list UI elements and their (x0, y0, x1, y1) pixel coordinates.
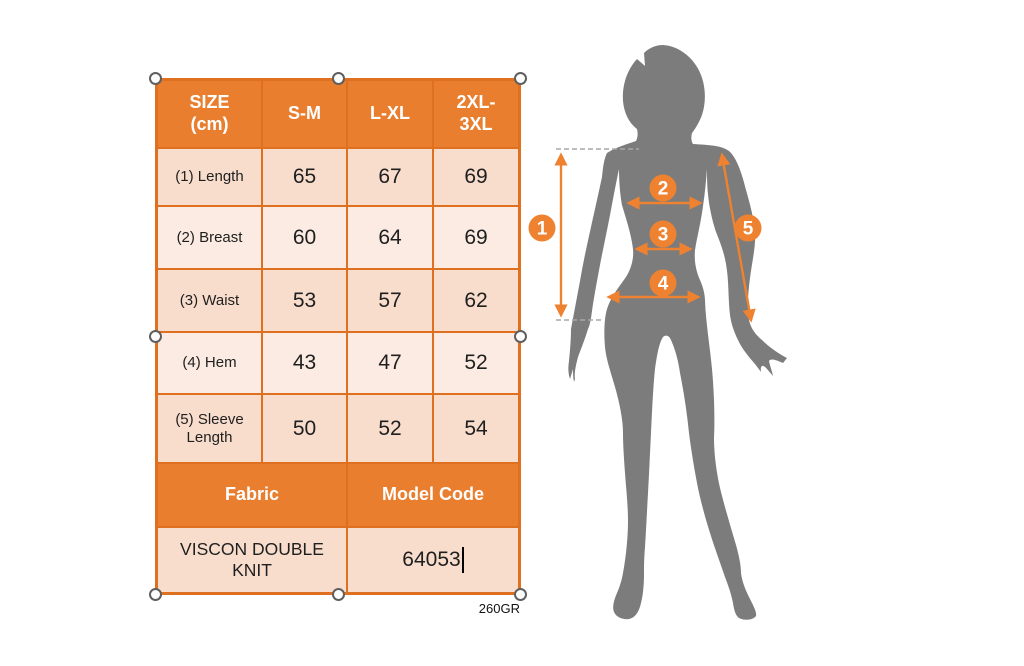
measurement-arrow-sleeve (717, 152, 756, 323)
marker-number-2: 2 (658, 179, 669, 200)
selection-handle-top-middle[interactable] (331, 71, 345, 85)
marker-number-3: 3 (658, 225, 669, 246)
text-cursor (461, 547, 464, 573)
row-breast-lxl: 64 (348, 207, 432, 268)
selection-handle-middle-left[interactable] (148, 329, 162, 343)
fabric-value-cell: VISCON DOUBLE KNIT (158, 528, 346, 592)
row-hem-2xl3xl: 52 (434, 333, 518, 393)
row-length-label: (1) Length (158, 149, 261, 205)
row-breast-2xl3xl: 69 (434, 207, 518, 268)
row-hem-label: (4) Hem (158, 333, 261, 393)
header-size-cm: SIZE (cm) (158, 81, 261, 147)
fabric-value-text: VISCON DOUBLE KNIT (180, 539, 324, 580)
marker-circle-4 (649, 269, 677, 297)
marker-circle-3 (649, 220, 677, 248)
selection-handle-middle-right[interactable] (513, 329, 527, 343)
marker-number-4: 4 (658, 274, 669, 295)
row-breast-sm: 60 (263, 207, 346, 268)
header-fabric: Fabric (158, 464, 346, 526)
selection-handle-top-left[interactable] (148, 71, 162, 85)
row-sleeve-2xl3xl: 54 (434, 395, 518, 462)
marker-circle-5 (734, 214, 762, 242)
body-measurement-figure: 1 2 3 4 5 (528, 45, 787, 620)
row-sleeve-label: (5) Sleeve Length (158, 395, 261, 462)
marker-number-5: 5 (743, 219, 754, 240)
row-breast-label: (2) Breast (158, 207, 261, 268)
header-col-2xl3xl-label: 2XL-3XL (456, 92, 496, 134)
row-hem-sm: 43 (263, 333, 346, 393)
marker-number-1: 1 (537, 219, 548, 240)
model-code-text: 64053 (402, 548, 461, 572)
row-waist-sm: 53 (263, 270, 346, 331)
row-length-sm: 65 (263, 149, 346, 205)
header-size-cm-label: SIZE (cm) (189, 92, 230, 134)
marker-circle-1 (528, 214, 556, 242)
selection-handle-bottom-right[interactable] (513, 587, 527, 601)
row-sleeve-sm: 50 (263, 395, 346, 462)
row-waist-label: (3) Waist (158, 270, 261, 331)
header-col-sm: S-M (263, 81, 346, 147)
row-length-2xl3xl: 69 (434, 149, 518, 205)
row-waist-2xl3xl: 62 (434, 270, 518, 331)
row-sleeve-lxl: 52 (348, 395, 432, 462)
selection-handle-top-right[interactable] (513, 71, 527, 85)
row-sleeve-label-text: (5) Sleeve Length (175, 410, 244, 446)
weight-note: 260GR (478, 601, 520, 616)
model-code-cell[interactable]: 64053 (348, 528, 518, 592)
size-chart-table: SIZE (cm) S-M L-XL 2XL-3XL (1) Length 65… (155, 78, 521, 595)
row-waist-lxl: 57 (348, 270, 432, 331)
header-col-lxl: L-XL (348, 81, 432, 147)
marker-circle-2 (649, 174, 677, 202)
selection-handle-bottom-middle[interactable] (331, 587, 345, 601)
header-model-code: Model Code (348, 464, 518, 526)
row-hem-lxl: 47 (348, 333, 432, 393)
row-length-lxl: 67 (348, 149, 432, 205)
header-col-2xl3xl: 2XL-3XL (434, 81, 518, 147)
selection-handle-bottom-left[interactable] (148, 587, 162, 601)
body-silhouette (568, 45, 787, 620)
